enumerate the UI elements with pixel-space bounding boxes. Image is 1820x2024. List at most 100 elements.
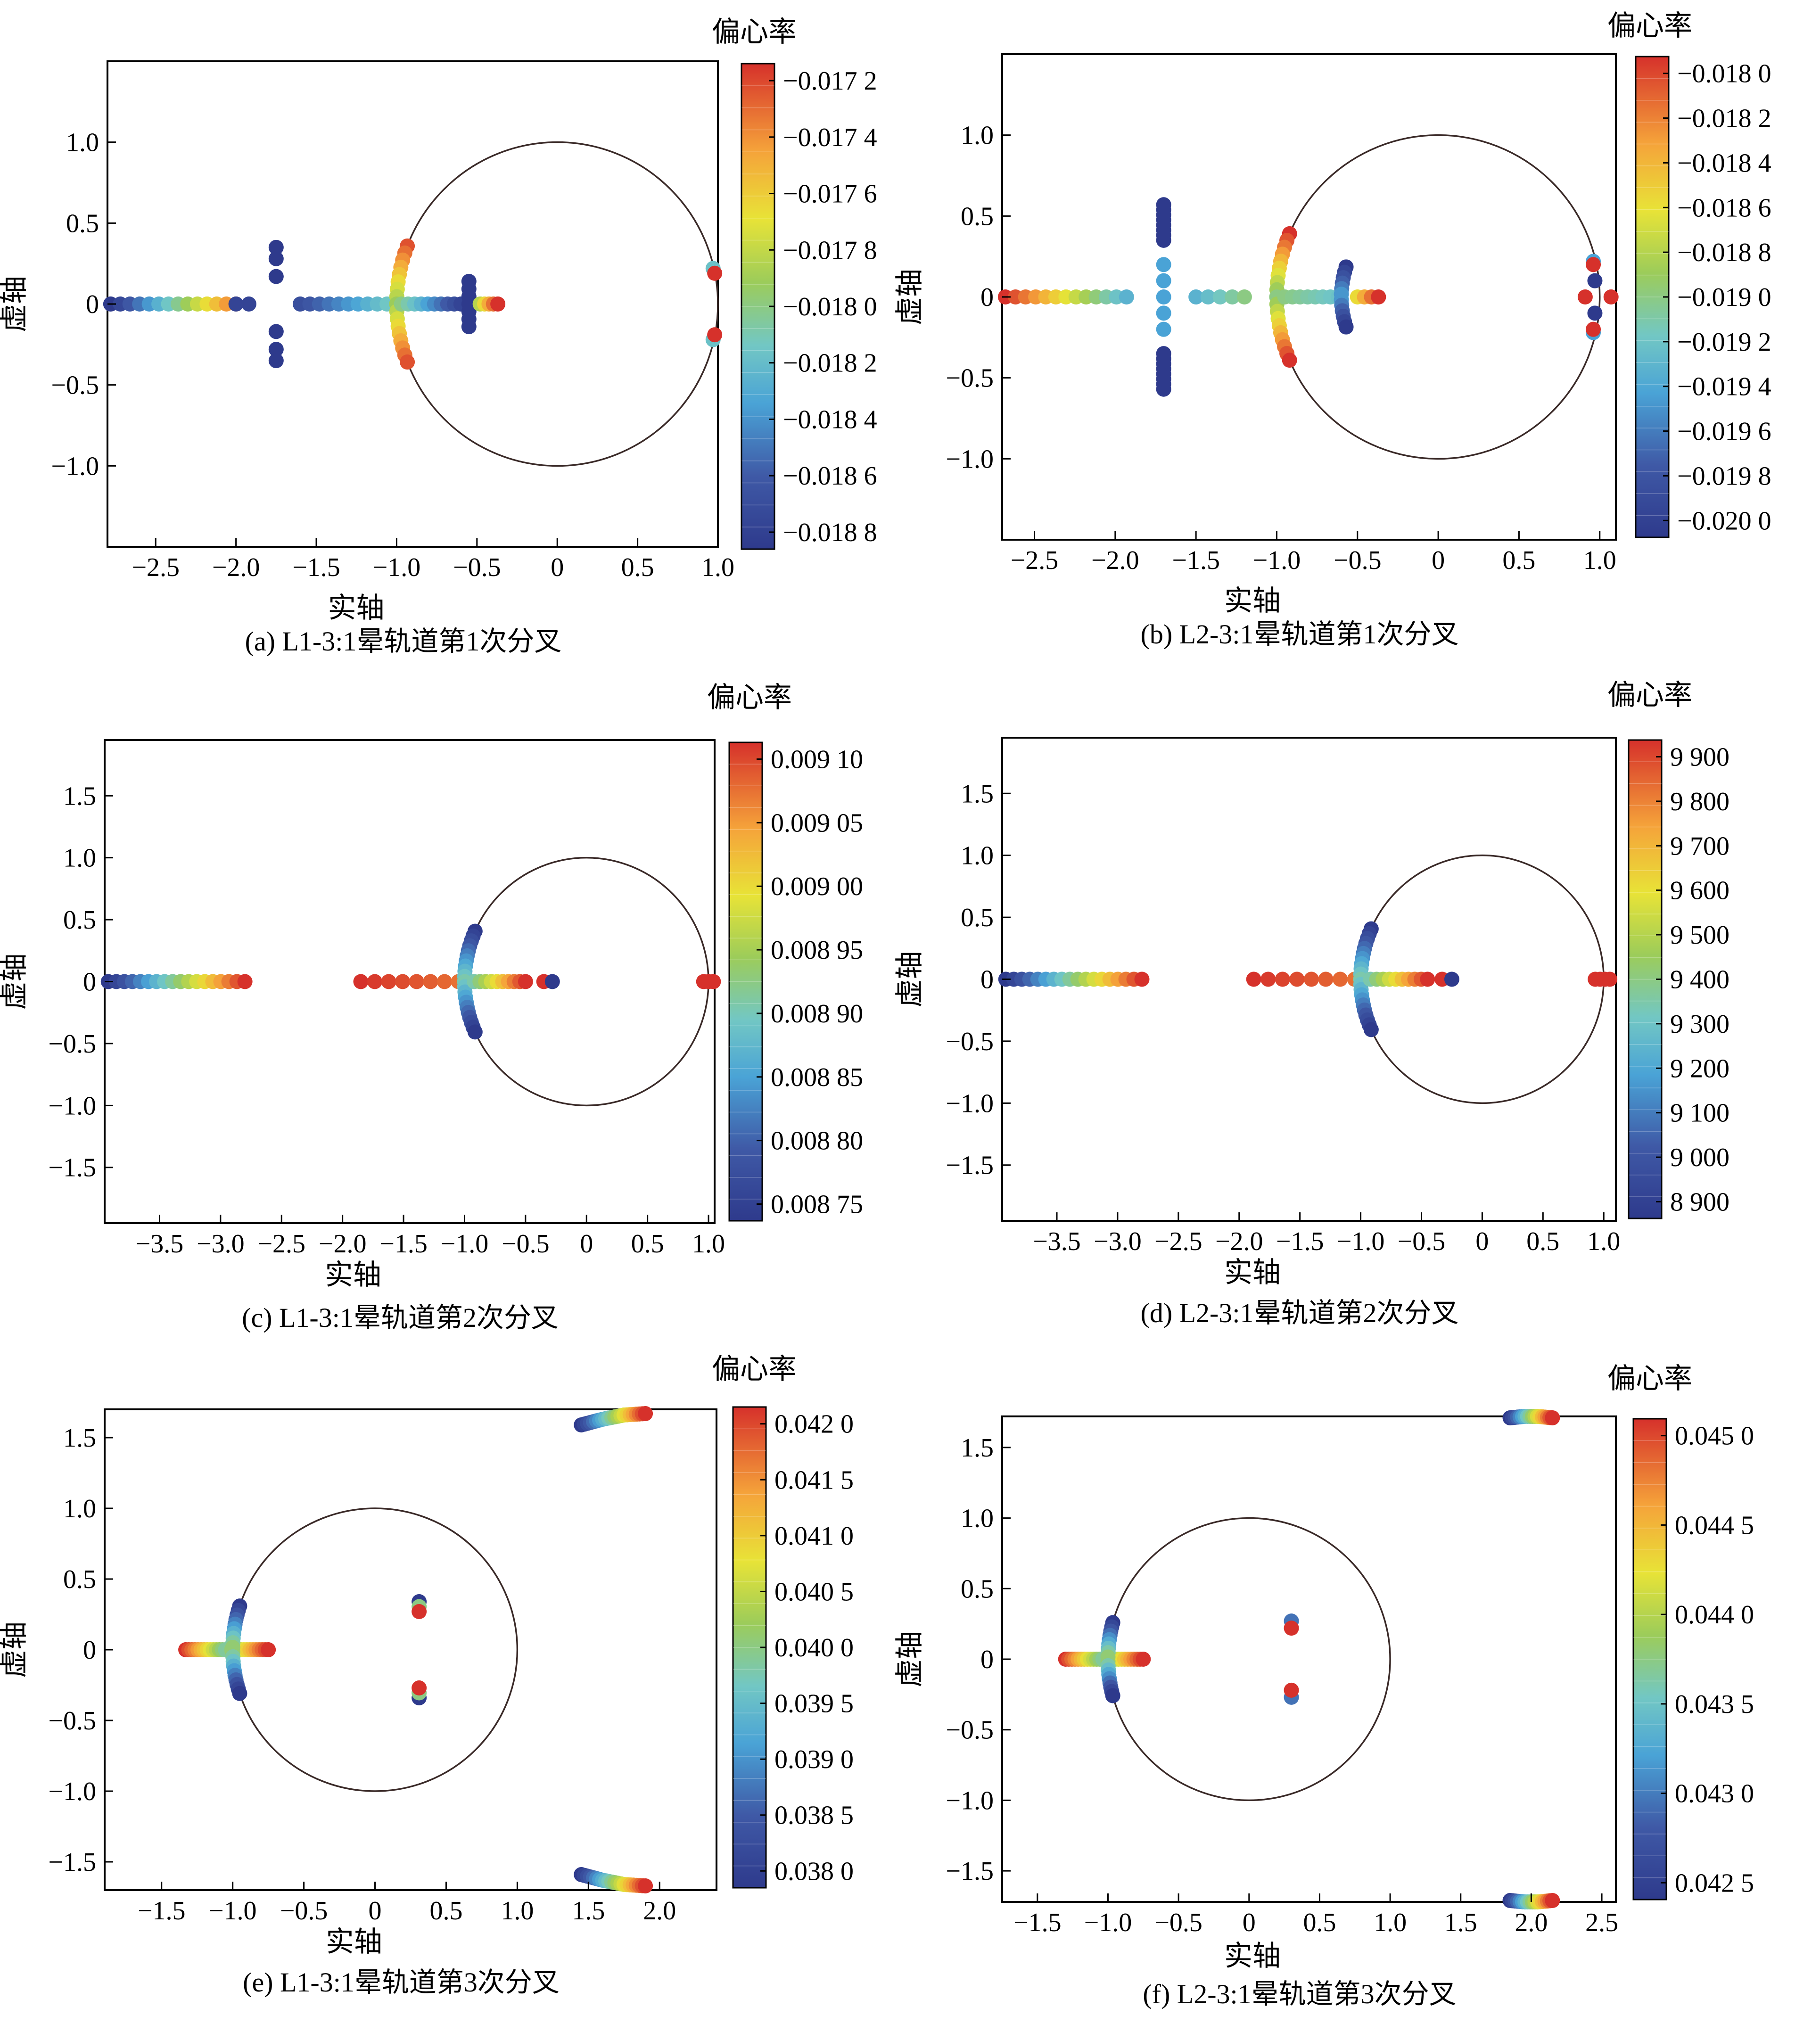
colorbar-tick-label: 0.043 0 <box>1675 1779 1754 1809</box>
data-point <box>237 974 253 989</box>
colorbar <box>1635 56 1670 538</box>
data-point <box>268 353 284 369</box>
colorbar-tick-label: 0.009 00 <box>771 872 863 901</box>
plot-area <box>178 1406 653 1893</box>
colorbar-tick-label: 8 900 <box>1670 1187 1729 1217</box>
y-axis-label: 虚轴 <box>893 1631 926 1687</box>
data-point <box>1284 1682 1299 1698</box>
y-tick-label: 0.5 <box>961 202 994 231</box>
x-tick-label: 1.5 <box>1444 1908 1477 1937</box>
plot-area <box>1058 1409 1560 1909</box>
colorbar-tick-label: −0.019 4 <box>1677 372 1771 402</box>
data-point <box>1156 346 1171 362</box>
x-tick-label: −2.5 <box>257 1229 305 1259</box>
x-tick-label: −0.5 <box>1398 1227 1446 1256</box>
x-tick-label: 1.0 <box>1587 1227 1620 1256</box>
data-point <box>1338 319 1354 335</box>
x-tick-label: 0 <box>1432 546 1445 575</box>
y-tick-label: −1.0 <box>946 1089 994 1118</box>
data-point <box>1587 305 1603 321</box>
data-point <box>544 974 560 989</box>
colorbar-tick-label: −0.018 6 <box>783 461 877 491</box>
y-tick-label: 1.0 <box>66 128 99 157</box>
x-axis-label: 实轴 <box>326 1925 382 1958</box>
x-axis-label: 实轴 <box>328 592 385 625</box>
x-tick-label: 0.5 <box>631 1229 664 1259</box>
colorbar-tick-label: 9 700 <box>1670 831 1729 861</box>
data-point <box>1420 971 1435 987</box>
y-tick-label: 1.5 <box>63 1423 96 1453</box>
colorbar-tick-label: 9 200 <box>1670 1054 1729 1083</box>
x-tick-label: −0.5 <box>1334 546 1382 575</box>
colorbar-tick-label: −0.018 2 <box>783 349 877 378</box>
x-tick-label: 1.0 <box>701 553 734 582</box>
x-tick-label: −1.0 <box>373 553 421 582</box>
panel-a: −2.5 −2.0 −1.5 −1.0 −0.5 0 0.5 1.0 1.0 0.5 0 −0.5 −1… <box>0 16 877 657</box>
x-tick-label: −2.0 <box>212 553 260 582</box>
y-tick-label: 0 <box>83 968 96 997</box>
colorbar-tick-label: 9 400 <box>1670 965 1729 995</box>
data-point <box>1289 971 1305 987</box>
x-tick-label: −2.5 <box>1154 1227 1202 1256</box>
x-tick-label: −0.5 <box>280 1896 328 1925</box>
x-tick-label: −0.5 <box>453 553 501 582</box>
data-point <box>707 327 723 343</box>
colorbar-tick-label: 0.008 90 <box>771 999 863 1028</box>
x-tick-label: 0.5 <box>1303 1908 1336 1937</box>
x-tick-label: −1.0 <box>441 1229 489 1259</box>
y-tick-label: 1.0 <box>961 841 994 871</box>
colorbar-title: 偏心率 <box>712 1353 797 1386</box>
colorbar-tick-label: 0.042 0 <box>774 1410 854 1439</box>
plot-area <box>100 856 721 1107</box>
x-tick-label: −2.0 <box>1215 1227 1263 1256</box>
y-tick-label: −0.5 <box>48 1706 96 1736</box>
x-tick-label: 0 <box>369 1896 382 1925</box>
x-tick-label: −2.5 <box>132 553 180 582</box>
data-point <box>1136 1652 1151 1667</box>
data-point <box>436 974 452 989</box>
y-tick-label: 0 <box>86 290 99 319</box>
y-tick-label: 1.0 <box>63 1494 96 1523</box>
colorbar-tick-label: 0.038 5 <box>774 1801 854 1830</box>
colorbar-tick-label: 9 600 <box>1670 876 1729 905</box>
y-tick-label: 0.5 <box>961 903 994 932</box>
x-tick-label: 1.0 <box>692 1229 725 1259</box>
y-axis-label: 虚轴 <box>0 276 31 332</box>
x-tick-label: −1.5 <box>1276 1227 1324 1256</box>
colorbar-tick-label: 0.044 0 <box>1675 1600 1754 1629</box>
data-point <box>1284 1621 1299 1636</box>
data-point <box>261 1642 276 1657</box>
panel-b: −2.5 −2.0 −1.5 −1.0 −0.5 0 0.5 1.0 1.0 0.5 0 −0.5 −1… <box>893 9 1771 650</box>
x-tick-label: −1.0 <box>1337 1227 1385 1256</box>
colorbar-tick-label: 0.009 10 <box>771 745 863 774</box>
colorbar-tick-label: −0.019 8 <box>1677 461 1771 491</box>
data-point <box>241 296 256 312</box>
x-tick-label: −1.5 <box>1172 546 1220 575</box>
data-point <box>1603 289 1619 304</box>
data-point <box>1225 289 1240 304</box>
y-tick-label: 1.0 <box>63 844 96 873</box>
colorbar-tick-label: −0.017 2 <box>783 66 877 96</box>
data-point <box>1156 257 1171 272</box>
colorbar-tick-label: 0.038 0 <box>774 1857 854 1886</box>
y-axis-label: 虚轴 <box>893 951 926 1008</box>
x-tick-label: −1.5 <box>292 553 340 582</box>
data-point <box>1156 321 1171 337</box>
y-tick-label: 0.5 <box>961 1574 994 1604</box>
colorbar-tick-label: 0.042 5 <box>1675 1868 1754 1898</box>
data-point <box>1602 971 1618 987</box>
colorbar-tick-label: 9 900 <box>1670 743 1729 772</box>
data-point <box>1545 1893 1560 1909</box>
panel-e: −1.5 −1.0 −0.5 0 0.5 1.0 1.5 2.01.51.00.50−0.5−… <box>0 1353 854 1998</box>
x-tick-label: 0.5 <box>1502 546 1535 575</box>
x-tick-label: 1.5 <box>572 1896 605 1925</box>
y-tick-label: −0.5 <box>48 1029 96 1059</box>
y-tick-label: 0 <box>980 283 994 312</box>
data-point <box>1586 321 1601 337</box>
x-tick-label: −3.0 <box>197 1229 245 1259</box>
data-point <box>467 1024 483 1040</box>
panel-caption: (f) L2-3:1晕轨道第3次分叉 <box>1143 1979 1456 2009</box>
data-point <box>1587 273 1603 288</box>
data-point <box>1303 971 1319 987</box>
data-point <box>1275 971 1290 987</box>
